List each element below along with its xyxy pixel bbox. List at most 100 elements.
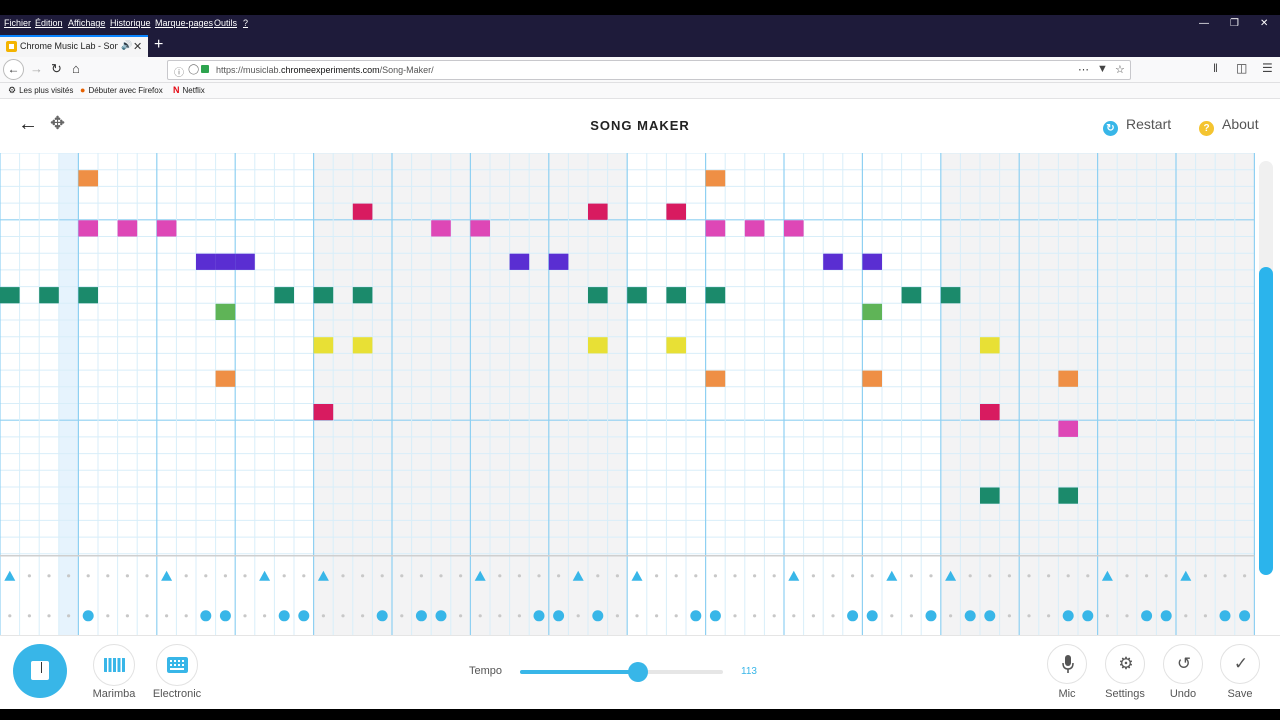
tracking-shield-icon[interactable]: ◯ [188,64,200,75]
rhythm-circle[interactable] [1062,610,1074,622]
melody-note[interactable] [588,337,608,354]
restart-button[interactable]: ↻ Restart [1103,116,1171,136]
melody-note[interactable] [862,370,882,387]
tempo-slider[interactable] [520,662,723,682]
rhythm-dot[interactable] [125,614,129,618]
rhythm-circle[interactable] [553,610,565,622]
melody-note[interactable] [666,203,686,220]
melody-note[interactable] [1058,487,1078,504]
melody-note[interactable] [352,203,373,220]
rhythm-circle[interactable] [533,610,545,622]
rhythm-triangle[interactable] [317,570,329,581]
rhythm-dot[interactable] [47,574,51,578]
rhythm-dot[interactable] [400,574,404,578]
rhythm-triangle[interactable] [161,570,173,581]
melody-note[interactable] [666,337,686,354]
rhythm-dot[interactable] [870,574,874,578]
rhythm-dot[interactable] [674,574,678,578]
rhythm-dot[interactable] [615,574,620,578]
rhythm-dot[interactable] [243,614,247,618]
rhythm-dot[interactable] [184,614,188,618]
melody-note[interactable] [744,220,765,237]
rhythm-dot[interactable] [106,574,110,578]
rhythm-dot[interactable] [419,574,423,578]
bookmark-most-visited[interactable]: ⚙ Les plus visités [8,85,73,96]
rhythm-circle[interactable] [690,610,702,622]
undo-button[interactable]: ↺ [1163,644,1203,684]
bookmark-netflix[interactable]: N Netflix [173,85,205,95]
melody-note[interactable] [196,253,216,270]
settings-button[interactable]: ⚙ [1105,644,1145,684]
reload-icon[interactable]: ↻ [51,61,62,76]
rhythm-dot[interactable] [890,614,894,618]
rhythm-dot[interactable] [929,574,933,578]
rhythm-dot[interactable] [655,574,659,578]
rhythm-circle[interactable] [219,610,231,622]
pocket-icon[interactable]: ▼ [1097,63,1108,75]
menu-marque-pages[interactable]: Marque-pages [155,18,214,28]
rhythm-dot[interactable] [988,574,992,578]
forward-arrow-icon[interactable]: → [30,61,43,76]
rhythm-triangle[interactable] [631,570,643,581]
rhythm-circle[interactable] [1082,610,1094,622]
melody-note[interactable] [274,287,294,304]
tab-close-icon[interactable]: ✕ [133,41,143,53]
rhythm-dot[interactable] [67,614,71,618]
rhythm-circle[interactable] [298,610,310,622]
rhythm-dot[interactable] [86,574,90,578]
rhythm-dot[interactable] [792,614,796,618]
rhythm-dot[interactable] [733,614,737,618]
rhythm-dot[interactable] [1047,614,1051,618]
scrollbar-thumb[interactable] [1259,267,1273,575]
rhythm-dot[interactable] [498,574,502,578]
melody-note[interactable] [627,287,647,304]
rhythm-triangle[interactable] [474,570,486,581]
rhythm-triangle[interactable] [788,570,800,581]
rhythm-dot[interactable] [831,614,835,618]
rhythm-dot[interactable] [753,614,757,618]
rhythm-circle[interactable] [709,610,721,622]
rhythm-dot[interactable] [557,574,561,578]
rhythm-dot[interactable] [694,574,698,578]
melody-note[interactable] [215,303,236,320]
rhythm-dot[interactable] [1223,574,1227,578]
rhythm-dot[interactable] [165,614,169,618]
close-window-icon[interactable]: ✕ [1260,18,1269,29]
melody-note[interactable] [823,253,843,270]
rhythm-dot[interactable] [1145,574,1149,578]
rhythm-dot[interactable] [1184,614,1188,618]
melody-note[interactable] [705,220,726,237]
melody-note[interactable] [705,370,726,387]
rhythm-dot[interactable] [1086,574,1090,578]
rhythm-dot[interactable] [459,614,463,618]
rhythm-circle[interactable] [1160,610,1172,622]
rhythm-dot[interactable] [1164,574,1168,578]
rhythm-circle[interactable] [1239,610,1251,622]
rhythm-dot[interactable] [459,574,463,578]
rhythm-circle[interactable] [866,610,878,622]
minimize-icon[interactable]: — [1199,18,1209,29]
melody-note[interactable] [940,287,961,304]
rhythm-triangle[interactable] [1101,570,1113,581]
rhythm-dot[interactable] [1203,614,1207,618]
melody-note[interactable] [313,404,334,421]
rhythm-dot[interactable] [145,614,149,618]
rhythm-dot[interactable] [439,574,443,578]
rhythm-dot[interactable] [341,574,345,578]
rhythm-dot[interactable] [223,574,227,578]
rhythm-dot[interactable] [811,574,816,578]
rhythm-dot[interactable] [498,614,502,618]
rhythm-dot[interactable] [125,574,129,578]
rhythm-circle[interactable] [847,610,859,622]
rhythm-dot[interactable] [831,574,835,578]
rhythm-dot[interactable] [772,574,776,578]
rhythm-dot[interactable] [851,574,855,578]
move-arrows-icon[interactable]: ✥ [50,113,66,133]
rhythm-circle[interactable] [925,610,937,622]
rhythm-dot[interactable] [400,614,404,618]
menu-outils[interactable]: Outils [214,18,238,28]
rhythm-dot[interactable] [909,614,914,618]
melody-note[interactable] [313,287,334,304]
rhythm-dot[interactable] [204,574,208,578]
melody-note[interactable] [235,253,255,270]
